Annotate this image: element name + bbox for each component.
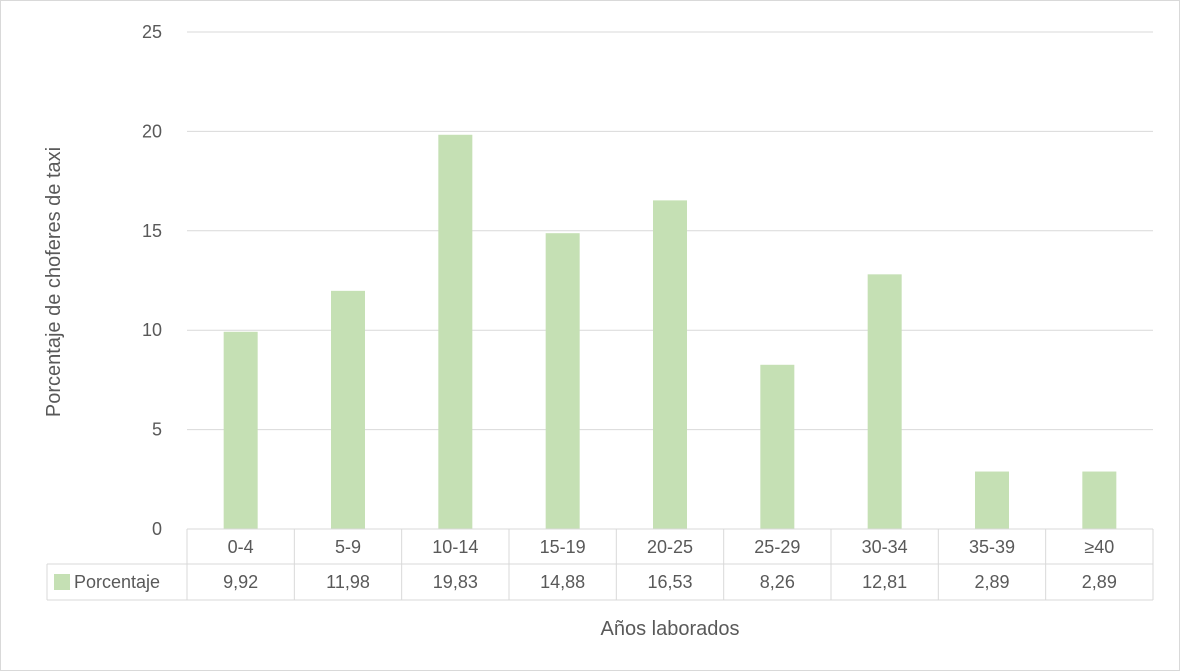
y-tick-label: 20 bbox=[142, 121, 162, 141]
data-label: 14,88 bbox=[540, 572, 585, 592]
bar bbox=[438, 134, 473, 529]
data-label: 8,26 bbox=[760, 572, 795, 592]
data-label: 19,83 bbox=[433, 572, 478, 592]
x-tick-label: 10-14 bbox=[432, 537, 478, 557]
y-tick-label: 0 bbox=[152, 519, 162, 539]
data-label: 2,89 bbox=[974, 572, 1009, 592]
y-axis-title: Porcentaje de choferes de taxi bbox=[43, 147, 65, 417]
bars bbox=[223, 134, 1117, 529]
bar bbox=[331, 290, 365, 529]
x-tick-label: 15-19 bbox=[540, 537, 586, 557]
x-axis-title: Años laborados bbox=[601, 618, 740, 640]
y-tick-label: 25 bbox=[142, 22, 162, 42]
data-label: 2,89 bbox=[1082, 572, 1117, 592]
data-label: 12,81 bbox=[862, 572, 907, 592]
bar bbox=[545, 233, 580, 529]
x-tick-label: 25-29 bbox=[754, 537, 800, 557]
data-label: 16,53 bbox=[647, 572, 692, 592]
bar bbox=[223, 331, 258, 529]
x-tick-label: ≥40 bbox=[1084, 537, 1114, 557]
x-tick-label: 35-39 bbox=[969, 537, 1015, 557]
x-tick-label: 30-34 bbox=[862, 537, 908, 557]
x-tick-label: 20-25 bbox=[647, 537, 693, 557]
bar bbox=[867, 274, 902, 529]
bar bbox=[760, 364, 795, 529]
bar bbox=[975, 471, 1009, 529]
y-tick-label: 15 bbox=[142, 221, 162, 241]
y-tick-label: 5 bbox=[152, 420, 162, 440]
x-tick-label: 5-9 bbox=[335, 537, 361, 557]
x-tick-label: 0-4 bbox=[228, 537, 254, 557]
y-tick-label: 10 bbox=[142, 320, 162, 340]
data-label: 11,98 bbox=[326, 572, 370, 592]
data-label: 9,92 bbox=[223, 572, 258, 592]
bar bbox=[653, 200, 687, 529]
y-axis-ticks: 0 5 10 15 20 25 bbox=[142, 22, 162, 539]
legend-label: Porcentaje bbox=[74, 572, 160, 592]
bar bbox=[1082, 471, 1117, 529]
legend-key bbox=[54, 574, 70, 590]
data-table: 0-4 9,92 5-9 11,98 10-14 19,83 15-19 14,88 20-25… bbox=[46, 528, 1154, 601]
